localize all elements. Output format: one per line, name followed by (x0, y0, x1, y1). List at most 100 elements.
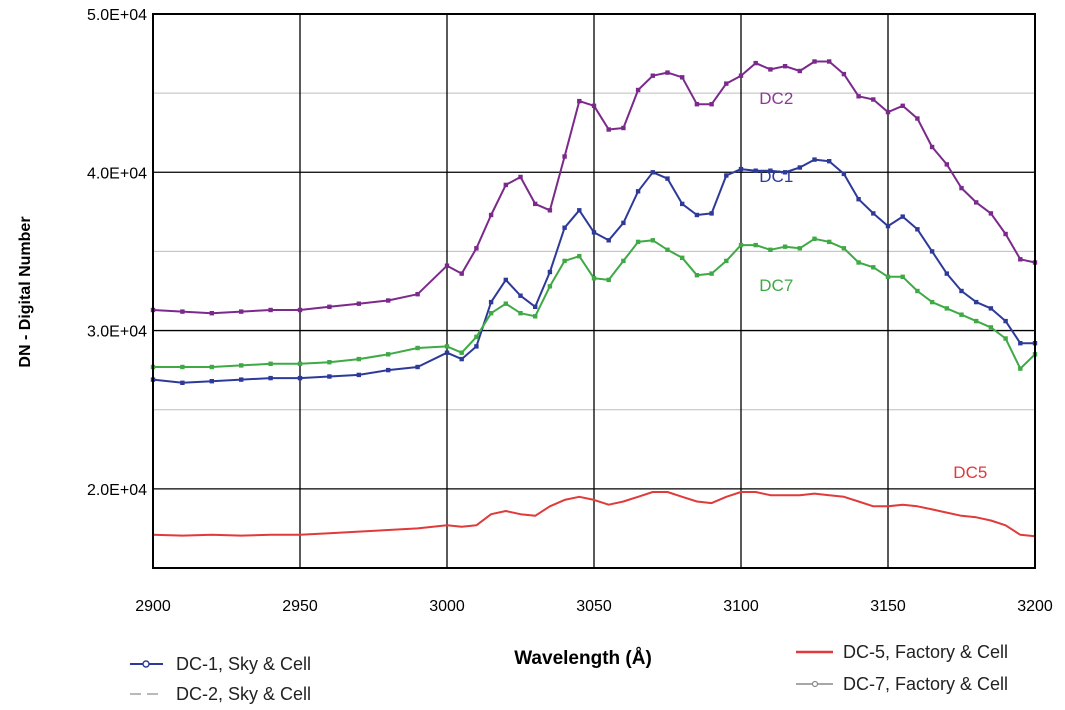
data-point-dc7 (1018, 366, 1023, 371)
data-point-dc2 (680, 75, 685, 80)
data-point-dc2 (988, 211, 994, 216)
data-point-dc7 (239, 363, 244, 368)
data-point-dc7 (753, 242, 758, 248)
data-point-dc2 (694, 102, 700, 107)
data-point-dc7 (488, 311, 494, 316)
annotation-dc5: DC5 (953, 463, 987, 482)
y-tick-label: 4.0E+04 (87, 165, 147, 182)
data-point-dc2 (239, 309, 244, 314)
data-point-dc1 (871, 211, 876, 216)
data-point-dc1 (959, 288, 964, 294)
x-tick-label: 2900 (135, 598, 171, 615)
data-point-dc2 (268, 307, 273, 313)
data-point-dc7 (635, 239, 641, 245)
y-axis-title: DN - Digital Number (17, 216, 34, 367)
data-point-dc2 (547, 208, 553, 213)
data-point-dc2 (929, 144, 935, 150)
data-point-dc7 (929, 299, 935, 305)
data-point-dc1 (841, 171, 847, 177)
series-layer (150, 59, 1038, 538)
data-point-dc7 (503, 301, 508, 306)
data-point-dc1 (239, 377, 244, 382)
data-point-dc1 (606, 238, 611, 243)
data-point-dc7 (856, 260, 861, 265)
data-point-dc1 (474, 344, 479, 349)
data-point-dc2 (856, 94, 861, 99)
data-point-dc2 (606, 127, 611, 132)
data-point-dc7 (900, 274, 905, 279)
data-point-dc1 (885, 223, 891, 229)
data-point-dc7 (547, 284, 553, 289)
data-point-dc1 (738, 166, 744, 172)
legend-item-dc2: DC-2, Sky & Cell (130, 684, 311, 704)
data-point-dc1 (694, 212, 700, 218)
data-point-dc2 (768, 67, 773, 72)
data-point-dc7 (738, 242, 744, 248)
data-point-dc2 (827, 59, 832, 64)
series-line-dc5 (152, 491, 1036, 538)
data-point-dc7 (518, 311, 523, 316)
data-point-dc7 (415, 345, 420, 351)
data-point-dc2 (1018, 257, 1023, 262)
legend: DC-1, Sky & Cell DC-2, Sky & Cell DC-5, … (130, 642, 1008, 704)
data-point-dc1 (415, 364, 420, 370)
data-point-dc7 (709, 271, 714, 276)
data-point-dc7 (297, 361, 303, 366)
data-point-dc2 (577, 98, 582, 104)
legend-label-dc5: DC-5, Factory & Cell (843, 642, 1008, 662)
data-point-dc1 (782, 170, 788, 175)
data-point-dc2 (709, 102, 714, 107)
series-dc5 (152, 491, 1036, 538)
data-point-dc7 (606, 277, 611, 283)
data-point-dc1 (944, 271, 949, 276)
y-axis-ticks: 2.0E+04 3.0E+04 4.0E+04 5.0E+04 (87, 7, 147, 499)
data-point-dc1 (621, 220, 626, 226)
data-point-dc2 (959, 185, 964, 191)
data-point-dc1 (444, 350, 450, 355)
data-point-dc7 (268, 361, 273, 366)
legend-marker-dc7 (811, 680, 819, 688)
data-point-dc2 (297, 307, 303, 313)
legend-label-dc7: DC-7, Factory & Cell (843, 674, 1008, 694)
data-point-dc7 (562, 258, 567, 264)
legend-item-dc1: DC-1, Sky & Cell (130, 654, 311, 674)
data-point-dc1 (591, 230, 597, 235)
legend-marker-dc1 (142, 660, 150, 668)
data-point-dc7 (724, 258, 729, 264)
x-tick-label: 3000 (429, 598, 465, 615)
data-point-dc1 (533, 304, 538, 309)
series-dc7 (150, 236, 1038, 371)
data-point-dc7 (915, 288, 920, 294)
data-point-dc7 (782, 244, 788, 249)
data-point-dc1 (635, 189, 641, 194)
data-point-dc2 (1003, 231, 1008, 237)
x-tick-label: 2950 (282, 598, 318, 615)
legend-label-dc1: DC-1, Sky & Cell (176, 654, 311, 674)
data-point-dc2 (650, 73, 655, 78)
data-point-dc2 (915, 116, 920, 121)
data-point-dc1 (386, 367, 391, 373)
data-point-dc2 (415, 292, 420, 297)
data-point-dc7 (974, 318, 979, 324)
data-point-dc2 (533, 201, 538, 207)
data-point-dc2 (209, 311, 214, 316)
data-point-dc7 (356, 356, 361, 362)
legend-item-dc5: DC-5, Factory & Cell (796, 642, 1008, 662)
data-point-dc7 (841, 246, 847, 251)
data-point-dc1 (988, 306, 994, 311)
y-tick-label: 2.0E+04 (87, 482, 147, 499)
data-point-dc2 (621, 125, 626, 131)
series-dc1 (150, 157, 1038, 385)
data-point-dc1 (680, 201, 685, 207)
data-point-dc2 (738, 73, 744, 78)
data-point-dc2 (180, 309, 185, 314)
legend-label-dc2: DC-2, Sky & Cell (176, 684, 311, 704)
data-point-dc1 (488, 299, 494, 305)
data-point-dc2 (459, 271, 464, 276)
legend-item-dc7: DC-7, Factory & Cell (796, 674, 1008, 694)
data-point-dc7 (871, 265, 876, 270)
annotation-dc1: DC1 (759, 167, 793, 186)
data-point-dc2 (562, 154, 567, 159)
data-point-dc2 (974, 200, 979, 205)
